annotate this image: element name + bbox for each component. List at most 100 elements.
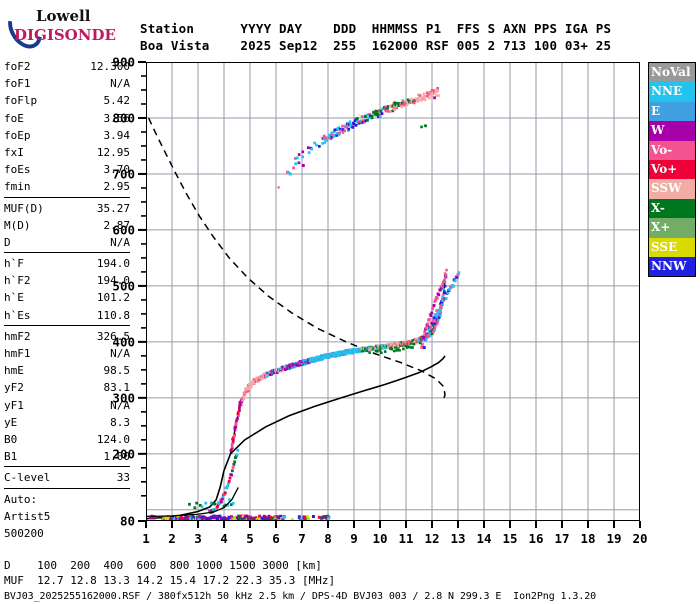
- footer-file-info: BVJ03_2025255162000.RSF / 380fx512h 50 k…: [4, 591, 597, 602]
- param-name: foE: [4, 111, 24, 125]
- legend-item-e[interactable]: E: [649, 101, 695, 122]
- station-header-values: Boa Vista 2025 Sep12 255 162000 RSF 005 …: [140, 38, 612, 53]
- param-name: B1: [4, 450, 18, 464]
- svg-text:17: 17: [554, 531, 569, 546]
- legend-item-nne[interactable]: NNE: [649, 82, 695, 102]
- ionogram-parameter-table: foF2 12.300 foF1 N/A foFlp 5.42 foE 3.56 foE…: [4, 58, 130, 542]
- param-value: 12.300: [90, 60, 130, 73]
- param-name: h`E: [4, 291, 24, 305]
- param-value: N/A: [110, 398, 130, 412]
- param-name: yE: [4, 415, 18, 429]
- param-name: C-level: [4, 471, 51, 485]
- lowell-digisonde-logo: Lowell DIGISONDE: [1, 3, 128, 55]
- param-row: M(D) 2.87: [4, 217, 130, 234]
- legend-item-x-[interactable]: X-: [649, 198, 695, 219]
- param-row: yF1 N/A: [4, 397, 130, 414]
- param-row: foFlp 5.42: [4, 92, 130, 109]
- param-value: 98.5: [103, 364, 131, 378]
- param-name: hmF1: [4, 347, 31, 360]
- legend-item-w[interactable]: W: [649, 121, 695, 141]
- param-value: 124.0: [96, 432, 130, 446]
- param-row: fxI 12.95: [4, 144, 130, 161]
- svg-text:20: 20: [632, 531, 647, 546]
- svg-text:12: 12: [424, 531, 439, 546]
- param-value: 12.95: [96, 145, 130, 159]
- logo-brand-bottom: DIGISONDE: [14, 26, 116, 44]
- param-divider: [4, 487, 130, 489]
- param-row: foEp 3.94: [4, 127, 130, 144]
- param-name: hmE: [4, 364, 24, 378]
- legend-item-noval[interactable]: NoVal: [649, 63, 695, 83]
- param-row: foF1 N/A: [4, 75, 130, 92]
- svg-text:1: 1: [142, 531, 150, 546]
- param-name: h`F2: [4, 274, 31, 288]
- param-name: fmin: [4, 180, 31, 194]
- param-row: D N/A: [4, 234, 130, 251]
- svg-text:10: 10: [372, 531, 387, 546]
- param-name: MUF(D): [4, 201, 44, 215]
- legend-item-ssw[interactable]: SSW: [649, 179, 695, 199]
- param-name: yF2: [4, 381, 24, 395]
- legend-item-vo-[interactable]: Vo-: [649, 140, 695, 160]
- svg-text:19: 19: [606, 531, 621, 546]
- param-row: foE 3.56: [4, 110, 130, 127]
- svg-text:3: 3: [194, 531, 202, 546]
- svg-text:6: 6: [272, 531, 280, 546]
- svg-text:4: 4: [220, 531, 228, 546]
- auto-software: Artist5: [4, 509, 51, 523]
- ionogram-svg[interactable]: [146, 62, 640, 521]
- param-divider: [4, 252, 130, 254]
- param-value: 1.00: [103, 450, 131, 464]
- param-value: 3.94: [103, 128, 131, 142]
- footer-distance-row: D 100 200 400 600 800 1000 1500 3000 [km…: [4, 559, 322, 572]
- param-divider: [4, 196, 130, 198]
- auto-version: 500200: [4, 526, 44, 540]
- param-row: h`Es 110.8: [4, 307, 130, 324]
- param-row: hmF1 N/A: [4, 345, 130, 362]
- svg-text:5: 5: [246, 531, 254, 546]
- param-name: foFlp: [4, 94, 38, 108]
- plot-background: [146, 62, 640, 521]
- param-row: h`F 194.0: [4, 255, 130, 272]
- param-value: N/A: [110, 347, 130, 360]
- param-value: 110.8: [96, 308, 130, 322]
- param-group-muf: MUF(D) 35.27 M(D) 2.87 D N/A: [4, 200, 130, 252]
- grid-lines: [146, 62, 640, 521]
- param-name: foF2: [4, 60, 31, 73]
- param-value: 5.42: [103, 94, 131, 108]
- svg-text:15: 15: [502, 531, 517, 546]
- legend-item-nnw[interactable]: NNW: [649, 256, 695, 277]
- legend-item-sse[interactable]: SSE: [649, 237, 695, 257]
- ionogram-plot[interactable]: [146, 62, 640, 521]
- param-value: N/A: [110, 235, 130, 249]
- param-value: 35.27: [96, 201, 130, 215]
- footer-muf-row: MUF 12.7 12.8 13.3 14.2 15.4 17.2 22.3 3…: [4, 574, 336, 587]
- svg-text:9: 9: [350, 531, 358, 546]
- echo-direction-legend: NoVal NNE E W Vo- Vo+ SSW X- X+ SSE NNW: [648, 62, 696, 278]
- svg-text:8: 8: [324, 531, 332, 546]
- param-value: 2.95: [103, 180, 131, 194]
- legend-item-x-[interactable]: X+: [649, 218, 695, 238]
- param-value: 194.0: [96, 257, 130, 271]
- param-name: foEp: [4, 128, 31, 142]
- param-value: N/A: [110, 77, 130, 91]
- param-group-confidence: C-level 33: [4, 469, 130, 486]
- svg-text:14: 14: [476, 531, 491, 546]
- param-name: M(D): [4, 218, 31, 232]
- svg-text:13: 13: [450, 531, 465, 546]
- param-row: yF2 83.1: [4, 379, 130, 396]
- param-value: 2.87: [103, 218, 131, 232]
- param-value: 83.1: [103, 381, 131, 395]
- param-group-virtual-heights: h`F 194.0 h`F2 194.0 h`E 101.2 h`Es 110.8: [4, 255, 130, 324]
- param-row: fmin 2.95: [4, 178, 130, 195]
- param-row: C-level 33: [4, 469, 130, 486]
- param-value: 101.2: [96, 291, 130, 305]
- param-name: D: [4, 235, 11, 249]
- legend-item-vo-[interactable]: Vo+: [649, 159, 695, 180]
- param-row: h`F2 194.0: [4, 272, 130, 289]
- logo-brand-top: Lowell: [36, 7, 91, 25]
- svg-text:7: 7: [298, 531, 306, 546]
- param-value: 326.5: [96, 329, 130, 343]
- param-name: fxI: [4, 145, 24, 159]
- param-divider: [4, 466, 130, 468]
